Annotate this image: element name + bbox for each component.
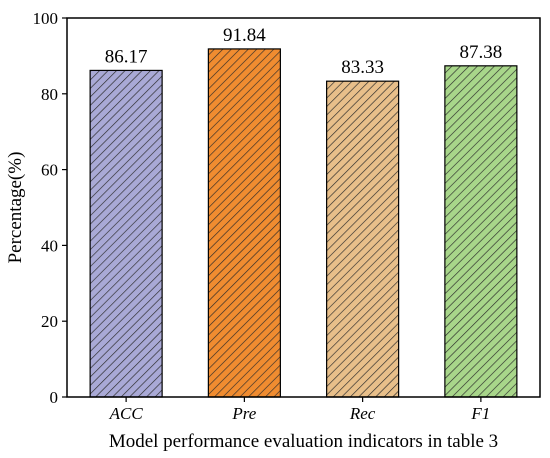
x-axis: ACC Pre Rec F1 <box>109 397 490 423</box>
x-tick-label-f1: F1 <box>470 404 490 423</box>
value-label-f1: 87.38 <box>460 42 503 63</box>
y-tick-label: 0 <box>50 388 59 407</box>
y-tick-label: 60 <box>41 161 58 180</box>
x-axis-title: Model performance evaluation indicators … <box>109 431 498 452</box>
y-axis-title: Percentage(%) <box>5 152 26 264</box>
y-tick-label: 80 <box>41 85 58 104</box>
bars-layer <box>89 48 518 398</box>
x-tick-label-pre: Pre <box>231 404 256 423</box>
bar-f1 <box>444 65 518 398</box>
bar-pre <box>207 48 281 398</box>
value-label-acc: 86.17 <box>105 46 148 67</box>
value-label-rec: 83.33 <box>341 57 384 78</box>
x-tick-label-rec: Rec <box>349 404 376 423</box>
y-tick-label: 100 <box>33 9 59 28</box>
value-label-pre: 91.84 <box>223 25 266 46</box>
y-axis: 0 20 40 60 80 100 <box>33 9 67 407</box>
y-tick-label: 40 <box>41 236 58 255</box>
y-tick-label: 20 <box>41 312 58 331</box>
bar-acc <box>89 69 163 398</box>
x-tick-label-acc: ACC <box>109 404 144 423</box>
value-labels: 86.17 91.84 83.33 87.38 <box>105 25 503 78</box>
bar-rec <box>326 80 400 398</box>
plot-frame <box>66 17 541 398</box>
